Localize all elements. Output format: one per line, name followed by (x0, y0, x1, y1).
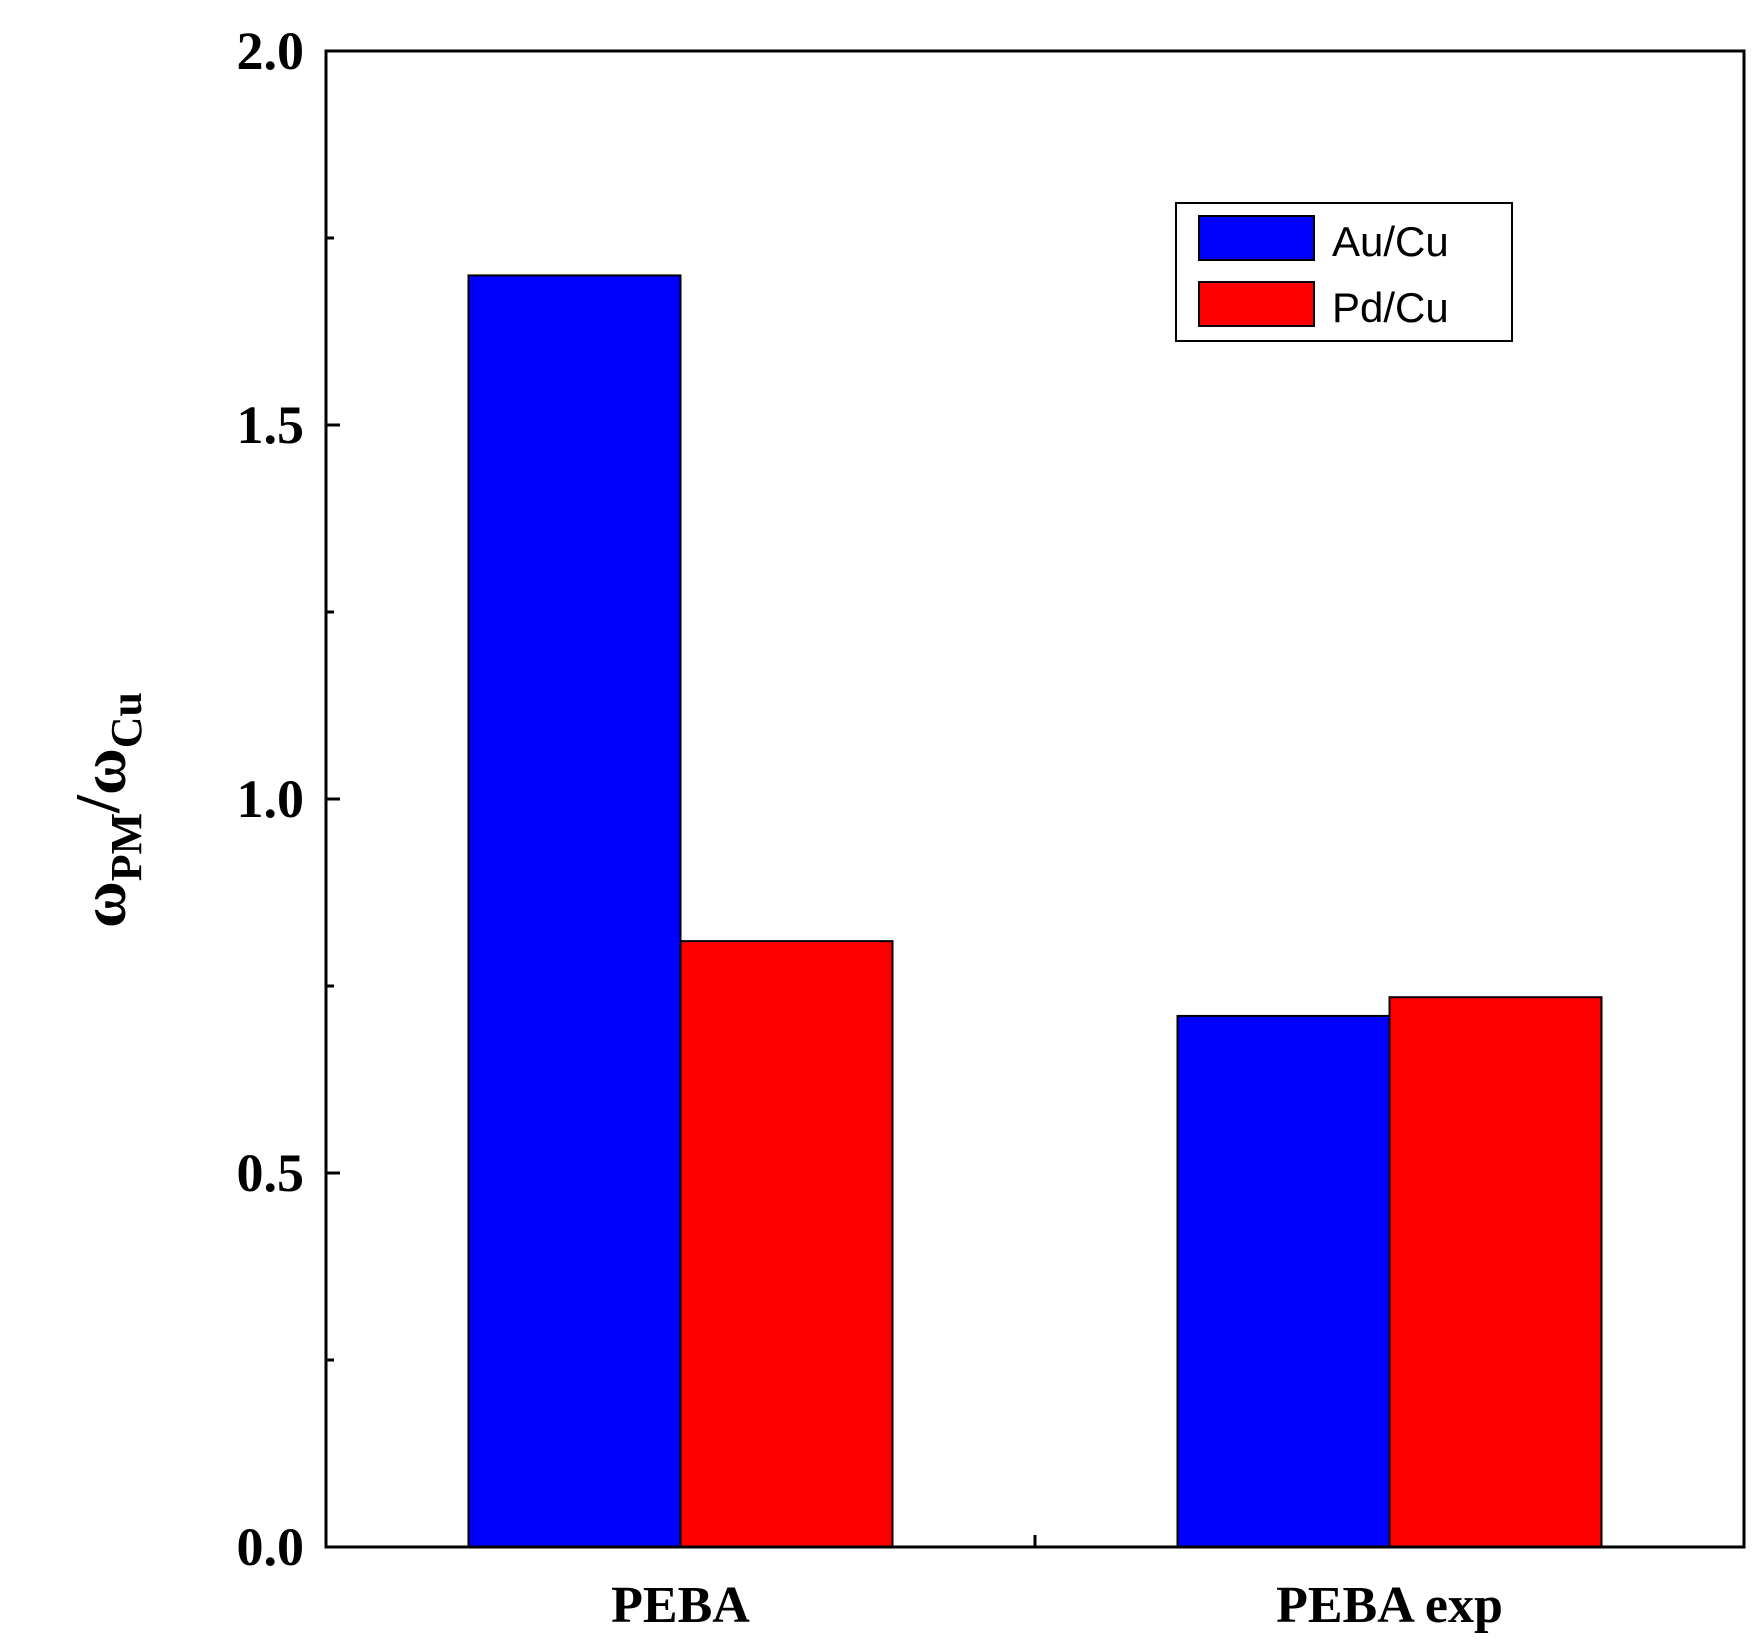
bar-au-cu-peba (467, 274, 682, 1548)
y-tick-label: 2.0 (237, 21, 305, 81)
bar-au-cu-peba-exp (1176, 1014, 1391, 1548)
bar-pd-cu-peba (679, 940, 894, 1548)
y-axis-label: ωPM/ωCu (62, 692, 151, 928)
legend-label-pd-cu: Pd/Cu (1332, 284, 1449, 331)
svg-text:ωPM/ωCu: ωPM/ωCu (62, 692, 151, 928)
x-category-label: PEBA exp (1276, 1577, 1503, 1634)
ylabel-omega-2: ω (68, 748, 139, 795)
y-tick-label: 0.0 (237, 1517, 305, 1577)
y-tick-label: 1.5 (237, 395, 305, 455)
bars-group (467, 274, 1603, 1548)
legend-swatch-au-cu (1198, 215, 1315, 261)
y-axis-ticks: 0.0 0.5 1.0 1.5 2.0 (237, 21, 340, 1577)
ylabel-sub-cu: Cu (102, 692, 151, 748)
legend-label-au-cu: Au/Cu (1332, 218, 1449, 265)
y-tick-label: 1.0 (237, 769, 305, 829)
legend: Au/Cu Pd/Cu (1175, 202, 1513, 342)
ylabel-omega-1: ω (68, 881, 139, 928)
bar-pd-cu-peba-exp (1388, 996, 1603, 1548)
ylabel-sub-pm: PM (102, 813, 151, 881)
y-tick-label: 0.5 (237, 1143, 305, 1203)
x-axis-ticks: PEBA PEBA exp (611, 1535, 1503, 1634)
ylabel-slash: / (62, 794, 133, 814)
x-category-label: PEBA (611, 1577, 750, 1634)
legend-swatch-pd-cu (1198, 281, 1315, 327)
